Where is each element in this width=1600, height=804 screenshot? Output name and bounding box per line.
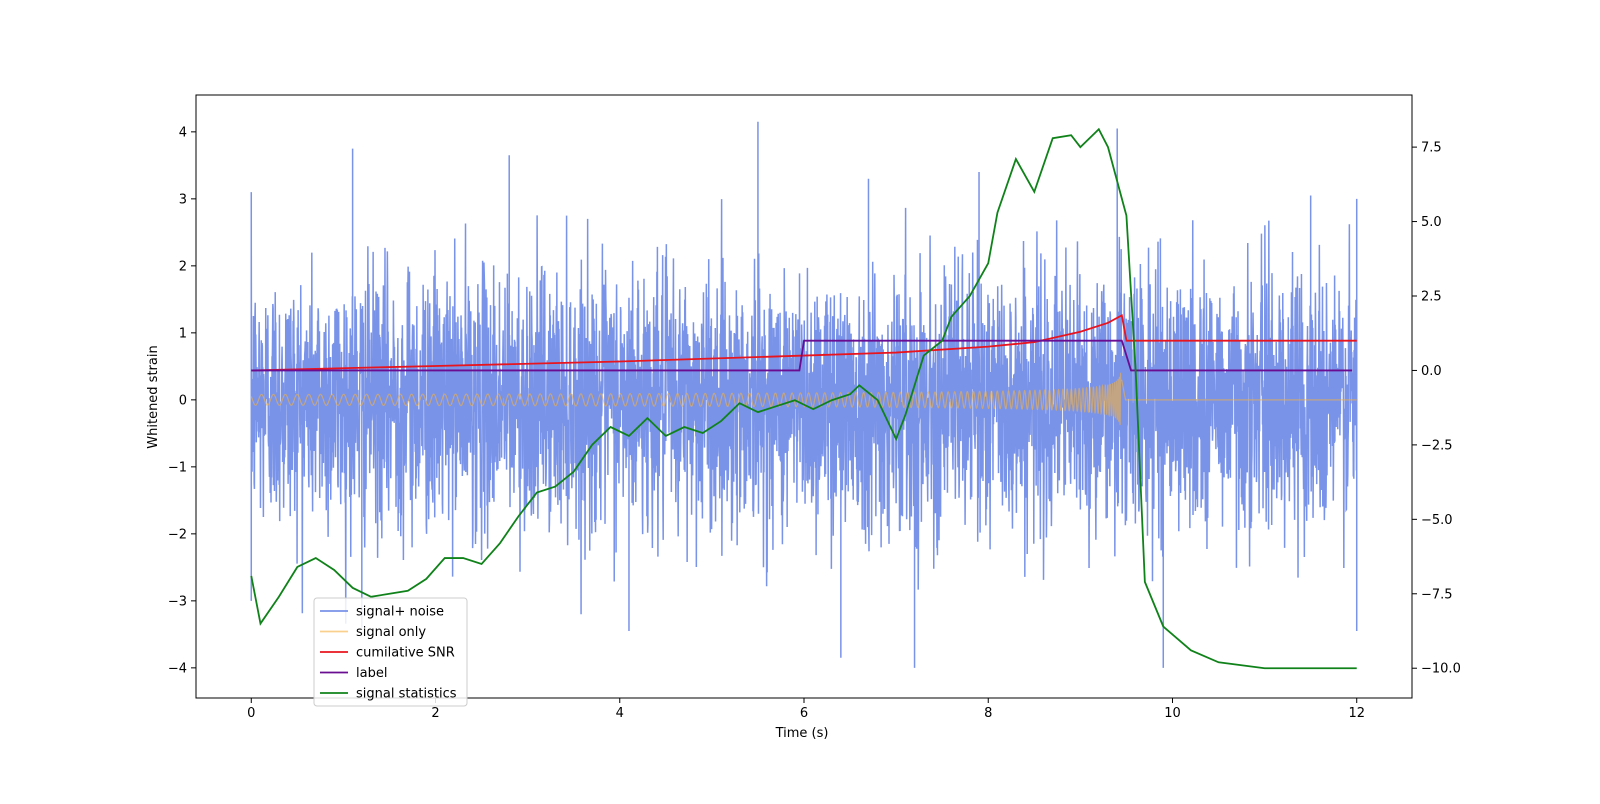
series-signal-noise <box>250 121 1358 668</box>
y-tick-label: 3 <box>179 192 187 207</box>
y2-tick-label: −10.0 <box>1421 662 1461 677</box>
y-tick-label: −4 <box>168 661 187 676</box>
y-tick-label: 2 <box>179 259 187 274</box>
y-tick-label: −1 <box>168 460 187 475</box>
series-cumulative-snr <box>251 313 1357 372</box>
legend-label-signal-statistics: signal statistics <box>356 687 457 702</box>
x-tick-label: 8 <box>984 706 992 721</box>
legend-label-signal-noise: signal+ noise <box>356 605 444 620</box>
y-tick-label: −2 <box>168 527 187 542</box>
legend: signal+ noise signal only cumilative SNR la… <box>313 597 468 707</box>
x-tick-label: 10 <box>1164 706 1181 721</box>
y2-tick-label: 0.0 <box>1421 364 1442 379</box>
y-axis-label: Whitened strain <box>146 345 161 448</box>
series-signal-statistics <box>250 127 1357 670</box>
y2-tick-label: −5.0 <box>1421 513 1453 528</box>
y-tick-label: 0 <box>179 393 187 408</box>
series-signal-only <box>250 372 1357 426</box>
x-tick-label: 0 <box>247 706 255 721</box>
y2-tick-label: 2.5 <box>1421 290 1442 305</box>
y2-tick-label: 5.0 <box>1421 215 1442 230</box>
y-tick-label: 1 <box>179 326 187 341</box>
y-tick-label: 4 <box>179 125 187 140</box>
x-tick-label: 12 <box>1348 706 1365 721</box>
x-axis: 0 2 4 6 8 10 12 <box>247 698 1365 721</box>
legend-label-cumulative-snr: cumilative SNR <box>356 646 455 661</box>
legend-label-signal-only: signal only <box>356 625 426 640</box>
y-tick-label: −3 <box>168 594 187 609</box>
y-axis-right: −10.0 −7.5 −5.0 −2.5 0.0 2.5 5.0 7.5 <box>1412 141 1461 677</box>
legend-box <box>313 597 468 707</box>
x-tick-label: 4 <box>616 706 624 721</box>
x-tick-label: 6 <box>800 706 808 721</box>
y-axis-left: −4 −3 −2 −1 0 1 2 3 4 <box>168 125 196 676</box>
y2-tick-label: −2.5 <box>1421 438 1453 453</box>
y2-tick-label: −7.5 <box>1421 587 1453 602</box>
x-tick-label: 2 <box>431 706 439 721</box>
series-layer <box>250 121 1358 670</box>
series-label <box>251 339 1353 372</box>
y2-tick-label: 7.5 <box>1421 141 1442 156</box>
legend-label-label: label <box>356 666 387 681</box>
x-axis-label: Time (s) <box>775 726 829 741</box>
